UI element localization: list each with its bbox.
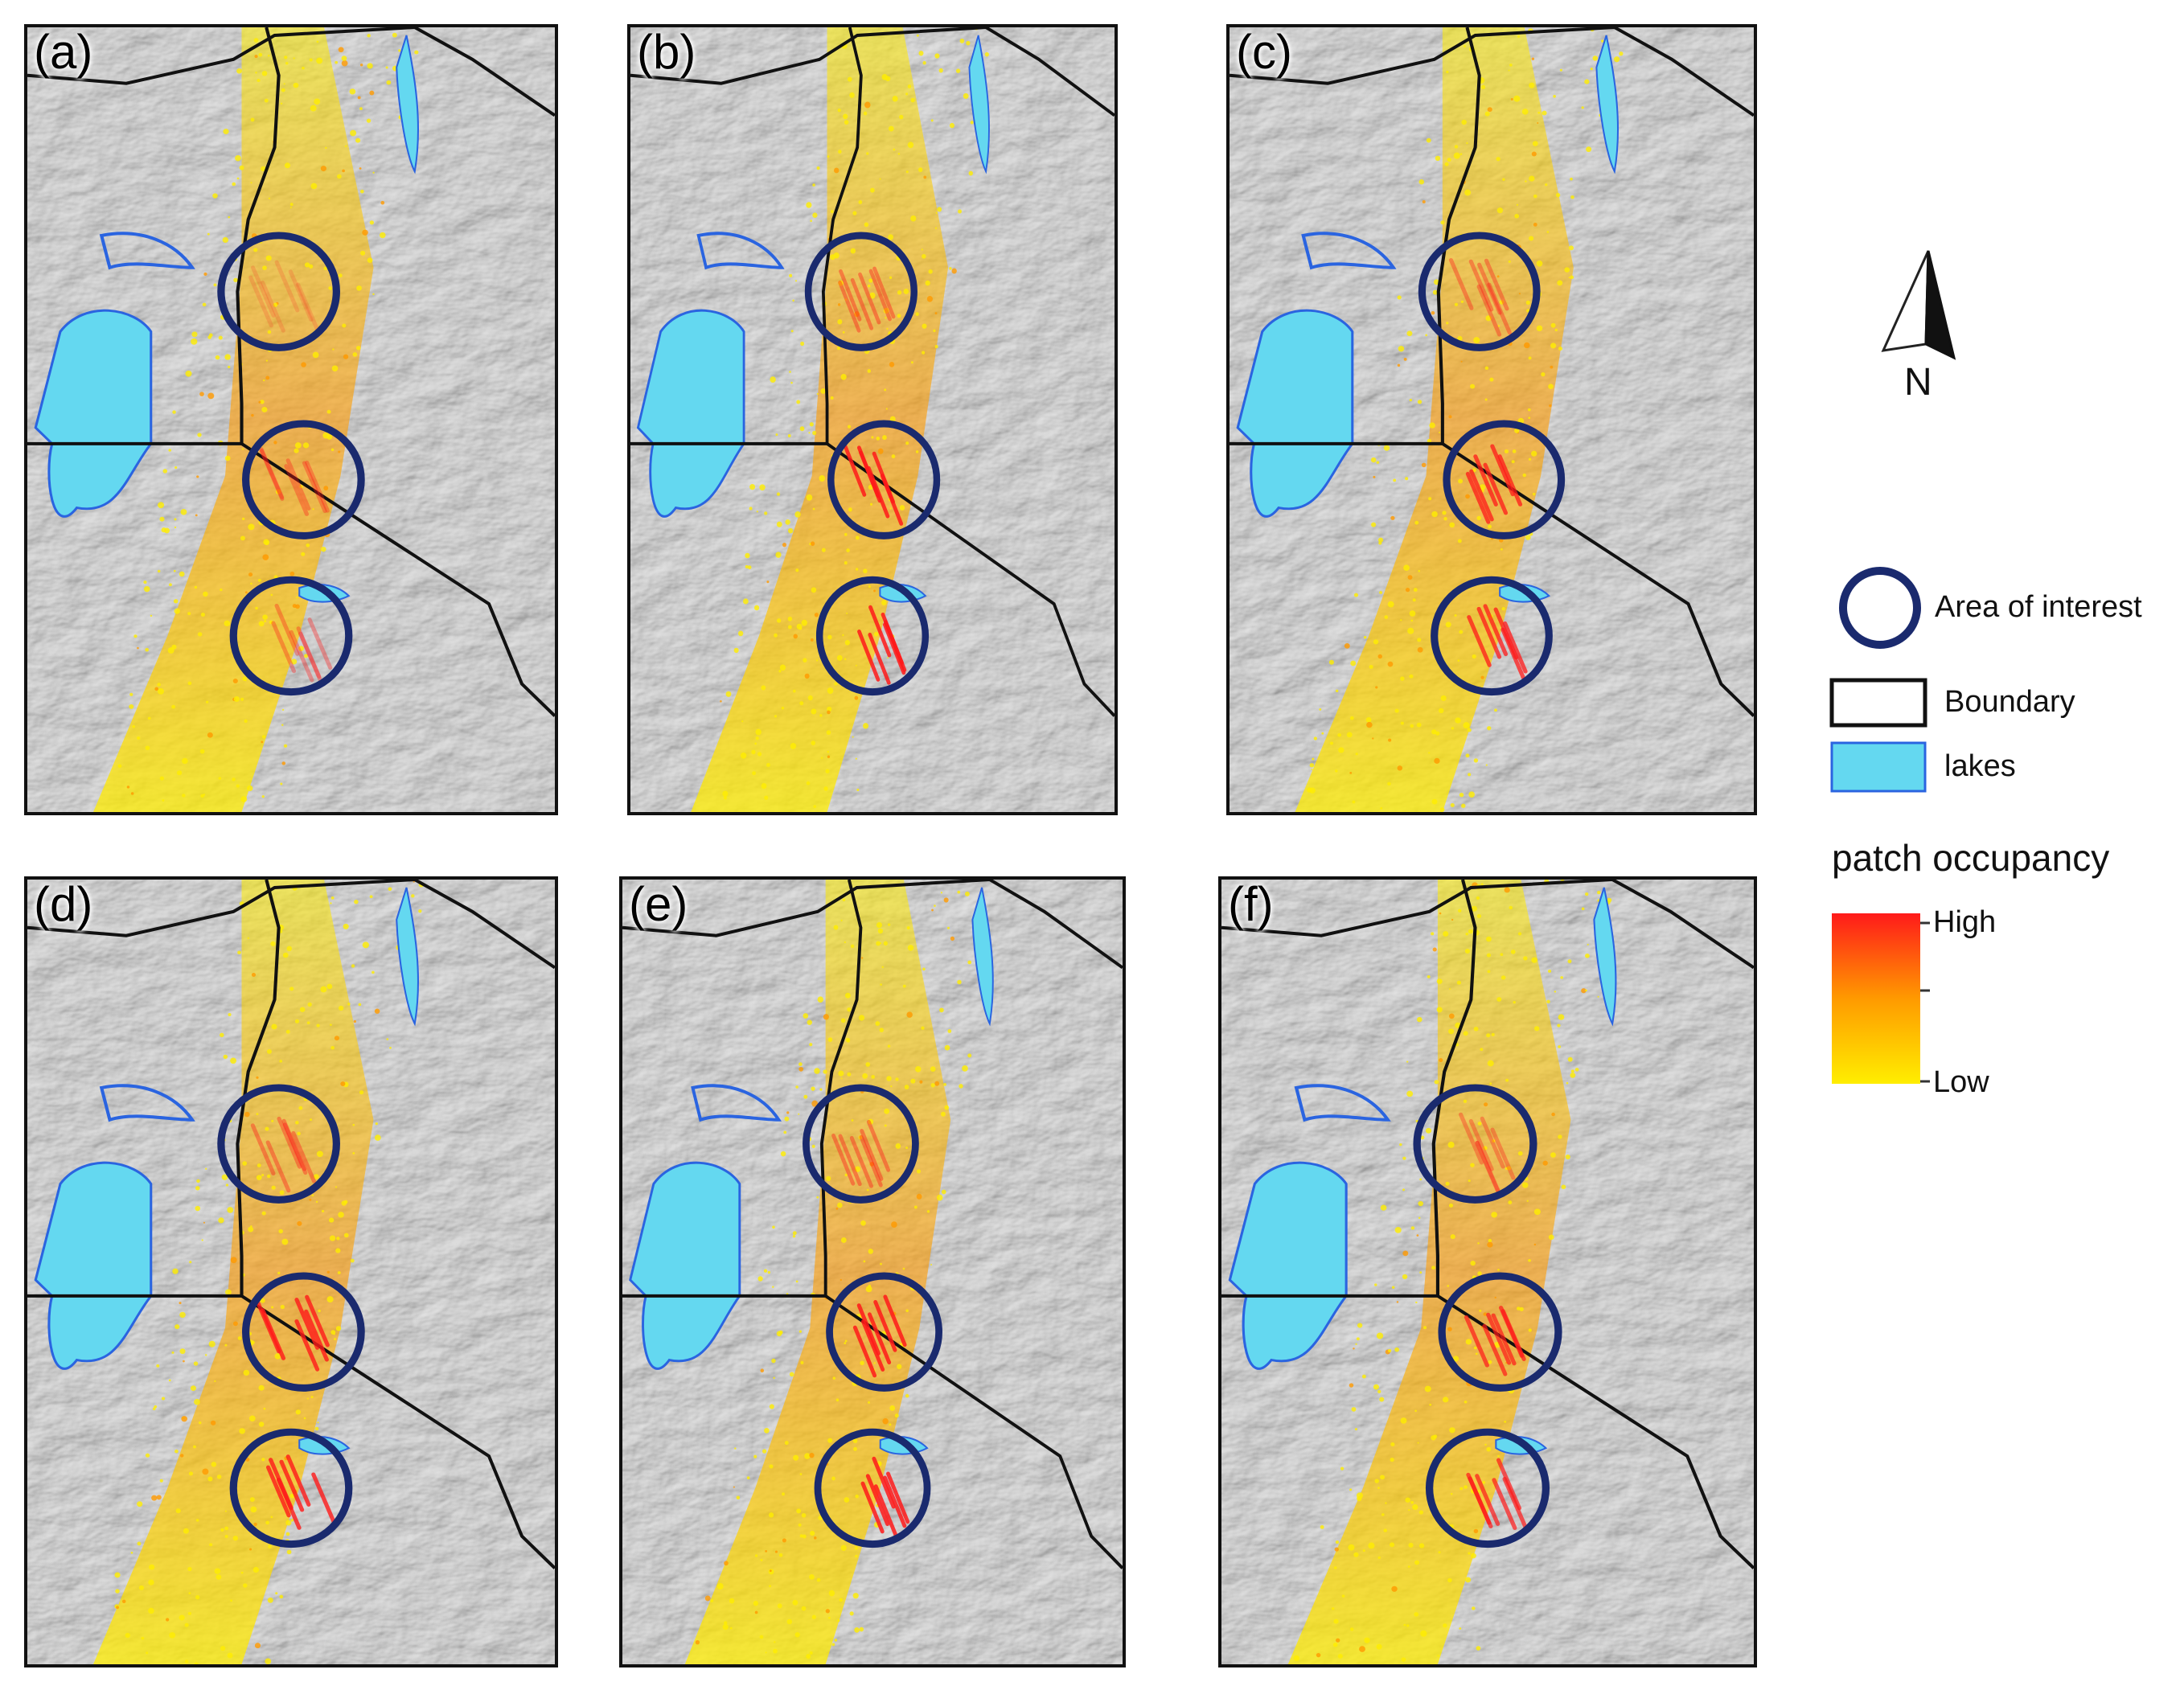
lake-kyoga: [696, 232, 785, 270]
map-panel-e: (e): [619, 876, 1126, 1667]
area-of-interest-circle: [229, 576, 353, 696]
area-of-interest-circle: [217, 232, 340, 351]
lake-victoria: [636, 309, 745, 518]
area-of-interest-circle: [1438, 1272, 1562, 1392]
map-c: [1230, 27, 1754, 812]
occupancy-corridor: [93, 27, 374, 812]
boundary-line: [1221, 880, 1754, 970]
lake-kyoga: [691, 1084, 782, 1122]
boundary-line: [622, 880, 1123, 970]
occupancy-color-ramp: [1832, 913, 1920, 1084]
boundary-line: [630, 27, 863, 445]
panel-label-c: (c): [1236, 25, 1292, 79]
boundary-line: [27, 880, 555, 970]
area-of-interest-circle: [827, 420, 941, 539]
lake-victoria: [1228, 1161, 1348, 1370]
map-panel-f: (f): [1218, 876, 1757, 1667]
lake-turkana: [1593, 887, 1617, 1027]
boundary-line: [27, 27, 555, 117]
boundary-line: [240, 442, 555, 717]
map-b: [630, 27, 1115, 812]
boundary-line: [1441, 442, 1754, 717]
map-panel-c: (c): [1226, 24, 1757, 815]
legend-scale-low: Low: [1933, 1065, 1989, 1099]
lake-victoria: [34, 309, 153, 518]
lake-turkana: [1595, 35, 1620, 174]
boundary-symbol: [1829, 678, 1927, 728]
area-of-interest-circle: [826, 1272, 942, 1392]
boundary-line: [630, 27, 1115, 117]
lake-victoria: [629, 1161, 741, 1370]
legend-scale-title: patch occupancy: [1832, 837, 2110, 879]
lake-turkana: [971, 887, 994, 1027]
area-of-interest-circle: [217, 1084, 340, 1204]
panel-label-b: (b): [637, 25, 696, 79]
panel-label-e: (e): [629, 877, 688, 931]
area-of-interest-circle: [1443, 420, 1566, 539]
boundary-line: [1230, 27, 1481, 445]
lake-victoria: [34, 1161, 153, 1370]
boundary-line: [27, 27, 281, 445]
map-panel-a: (a): [24, 24, 558, 815]
area-of-interest-circle: [1413, 1084, 1537, 1204]
occupancy-corridor: [1295, 27, 1574, 812]
lake-turkana: [396, 887, 420, 1027]
area-of-interest-circle: [242, 1272, 365, 1392]
area-of-interest-circle: [229, 1428, 353, 1548]
occupancy-corridor: [684, 880, 951, 1664]
lake-kyoga: [99, 1084, 195, 1122]
lake-kyoga: [99, 232, 195, 270]
occupancy-corridor: [93, 880, 374, 1664]
boundary-line: [826, 442, 1115, 717]
legend-scale-high: High: [1933, 905, 1997, 939]
area-of-interest-circle: [815, 576, 930, 696]
area-of-interest-symbol: [1839, 567, 1921, 649]
panel-label-a: (a): [34, 25, 93, 79]
north-arrow-icon: [1881, 250, 1956, 360]
boundary-line: [824, 1294, 1123, 1569]
area-of-interest-circle: [814, 1428, 931, 1548]
panel-label-d: (d): [34, 877, 93, 931]
legend-area-of-interest-label: Area of interest: [1935, 590, 2142, 624]
legend-boundary-label: Boundary: [1944, 685, 2075, 719]
area-of-interest-circle: [1425, 1428, 1550, 1548]
map-d: [27, 880, 555, 1664]
panel-label-f: (f): [1228, 877, 1274, 931]
area-of-interest-circle: [803, 1084, 919, 1204]
boundary-line: [1221, 880, 1477, 1298]
area-of-interest-circle: [1431, 576, 1553, 696]
boundary-line: [1230, 27, 1754, 117]
map-panel-d: (d): [24, 876, 558, 1667]
lakes-symbol: [1830, 741, 1927, 793]
map-e: [622, 880, 1123, 1664]
area-of-interest-circle: [804, 232, 918, 351]
map-f: [1221, 880, 1754, 1664]
lake-kyoga: [1301, 232, 1397, 270]
lake-kyoga: [1294, 1084, 1391, 1122]
area-of-interest-circle: [1418, 232, 1541, 351]
lake-turkana: [396, 35, 420, 174]
area-of-interest-circle: [242, 420, 365, 539]
north-label: N: [1904, 361, 1932, 404]
lake-turkana: [968, 35, 990, 174]
boundary-line: [27, 880, 281, 1298]
map-a: [27, 27, 555, 812]
boundary-line: [622, 880, 863, 1298]
map-panel-b: (b): [627, 24, 1118, 815]
legend-lakes-label: lakes: [1944, 749, 2016, 783]
lake-victoria: [1236, 309, 1354, 518]
